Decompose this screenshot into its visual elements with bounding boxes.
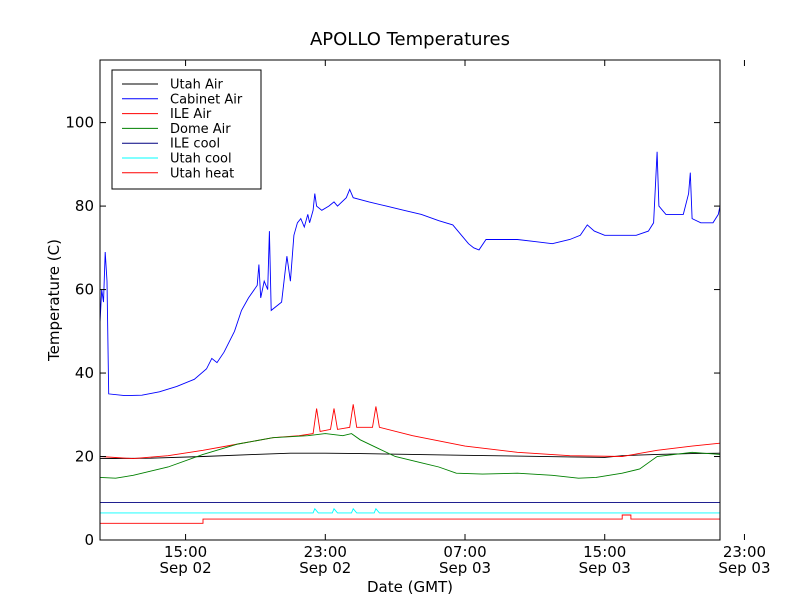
y-tick-label: 20 bbox=[75, 448, 94, 466]
legend-label: Cabinet Air bbox=[170, 92, 243, 107]
x-tick-label-date: Sep 03 bbox=[439, 559, 491, 577]
series-layer bbox=[100, 151, 720, 524]
y-tick-label: 60 bbox=[75, 281, 94, 299]
series-line-utah-heat bbox=[100, 514, 720, 524]
plot-frame bbox=[99, 59, 721, 541]
legend-label: Dome Air bbox=[170, 122, 231, 137]
y-tick-label: 80 bbox=[75, 197, 94, 215]
legend-label: ILE Air bbox=[170, 107, 212, 122]
y-tick-label: 100 bbox=[65, 114, 94, 132]
y-axis-label: Temperature (C) bbox=[45, 239, 63, 362]
x-tick-label-date: Sep 03 bbox=[579, 559, 631, 577]
x-tick-label-date: Sep 02 bbox=[160, 559, 212, 577]
series-line-utah-air bbox=[100, 452, 720, 460]
x-axis-label: Date (GMT) bbox=[367, 578, 453, 596]
series-line-dome-air bbox=[100, 433, 720, 479]
x-tick-label-date: Sep 02 bbox=[299, 559, 351, 577]
x-tick-label-time: 15:00 bbox=[583, 543, 626, 561]
legend-label: ILE cool bbox=[170, 137, 220, 152]
legend-label: Utah Air bbox=[170, 78, 223, 93]
series-line-cabinet-air bbox=[100, 151, 720, 397]
x-tick-label-time: 15:00 bbox=[164, 543, 207, 561]
x-tick-label-date: Sep 03 bbox=[718, 559, 770, 577]
legend-box bbox=[111, 69, 262, 190]
series-line-utah-cool bbox=[100, 507, 720, 514]
x-tick-label-time: 23:00 bbox=[723, 543, 766, 561]
x-tick-label-time: 07:00 bbox=[443, 543, 486, 561]
x-tick-label-time: 23:00 bbox=[304, 543, 347, 561]
chart-title: APOLLO Temperatures bbox=[310, 29, 510, 50]
legend-label: Utah cool bbox=[170, 152, 232, 167]
legend-label: Utah heat bbox=[170, 166, 234, 181]
y-tick-label: 0 bbox=[84, 531, 94, 549]
y-tick-label: 40 bbox=[75, 364, 94, 382]
